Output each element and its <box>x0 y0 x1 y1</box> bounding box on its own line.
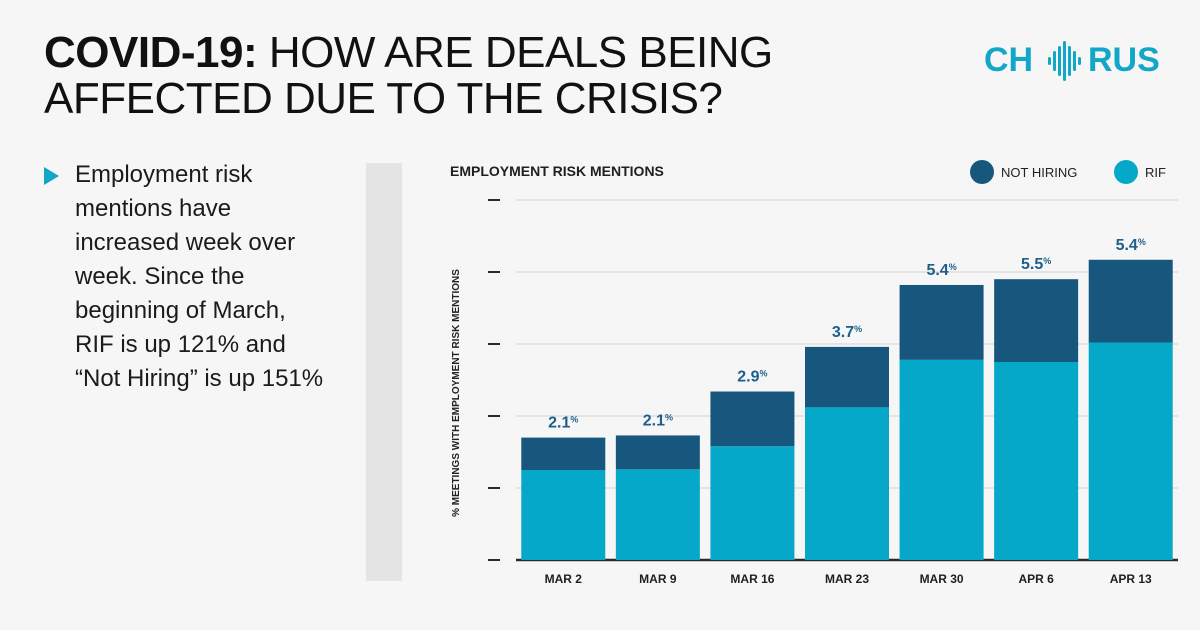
bar-total-label: 2.1% <box>548 415 578 432</box>
x-axis-tick-labels: MAR 2 MAR 9 MAR 16 MAR 23 MAR 30 APR 6 APR 13 <box>545 572 1152 586</box>
x-tick-label: MAR 23 <box>825 572 869 586</box>
bar-not-hiring-apr-13 <box>1088 259 1173 343</box>
x-tick-label: APR 6 <box>1018 572 1054 586</box>
bar-not-hiring-mar-30 <box>899 284 984 360</box>
logo-text-right: RUS <box>1088 41 1160 79</box>
x-tick-label: MAR 16 <box>730 572 774 586</box>
bar-total-label: 2.1% <box>643 412 673 429</box>
bar-rif-apr-13 <box>1088 342 1173 560</box>
bar-rif-mar-9 <box>615 469 700 560</box>
x-tick-label: MAR 9 <box>639 572 677 586</box>
bullet-text: Employment risk mentions have increased … <box>75 161 324 392</box>
title-rest: HOW ARE DEALS BEING AFFECTED DUE TO THE … <box>44 28 773 123</box>
bar-total-label: 5.4% <box>926 262 956 279</box>
x-tick-label: MAR 30 <box>920 572 964 586</box>
bar-not-hiring-mar-2 <box>521 437 606 470</box>
bar-total-label: 2.9% <box>737 369 767 386</box>
employment-risk-chart: EMPLOYMENT RISK MENTIONS NOT HIRING RIF … <box>450 160 1178 586</box>
chorus-logo: CH RUS <box>984 41 1160 81</box>
bar-total-labels: 2.1% 2.1% 2.9% 3.7% 5.4% 5.5% 5.4% <box>548 237 1146 432</box>
x-tick-label: MAR 2 <box>545 572 583 586</box>
legend-swatch-rif <box>1114 160 1138 184</box>
legend-swatch-not-hiring <box>970 160 994 184</box>
page-title: COVID-19: HOW ARE DEALS BEING AFFECTED D… <box>44 30 924 122</box>
bar-total-label: 5.4% <box>1116 237 1146 254</box>
logo-text-left: CH <box>984 41 1033 79</box>
divider-bar <box>366 163 402 581</box>
bar-not-hiring-mar-9 <box>615 435 700 470</box>
x-tick-label: APR 13 <box>1110 572 1152 586</box>
bar-rif-apr-6 <box>994 362 1079 560</box>
bar-total-label: 3.7% <box>832 324 862 341</box>
bar-rif-mar-16 <box>710 446 795 560</box>
chart-title: EMPLOYMENT RISK MENTIONS <box>450 163 664 179</box>
legend-label-rif: RIF <box>1145 165 1166 180</box>
legend: NOT HIRING RIF <box>970 160 1166 184</box>
bar-not-hiring-mar-23 <box>805 346 889 408</box>
bar-not-hiring-apr-6 <box>994 279 1079 362</box>
bullet-point: Employment risk mentions have increased … <box>44 158 334 396</box>
legend-label-not-hiring: NOT HIRING <box>1001 165 1077 180</box>
waveform-icon <box>1048 41 1081 81</box>
title-bold: COVID-19: <box>44 28 258 77</box>
y-axis-label: % MEETINGS WITH EMPLOYMENT RISK MENTIONS <box>451 269 462 517</box>
bar-rif-mar-23 <box>805 407 889 560</box>
bar-total-label: 5.5% <box>1021 256 1051 273</box>
bars <box>521 259 1173 560</box>
triangle-right-icon <box>44 167 59 185</box>
bar-rif-mar-2 <box>521 470 606 560</box>
bar-rif-mar-30 <box>899 359 984 560</box>
bar-not-hiring-mar-16 <box>710 391 795 447</box>
